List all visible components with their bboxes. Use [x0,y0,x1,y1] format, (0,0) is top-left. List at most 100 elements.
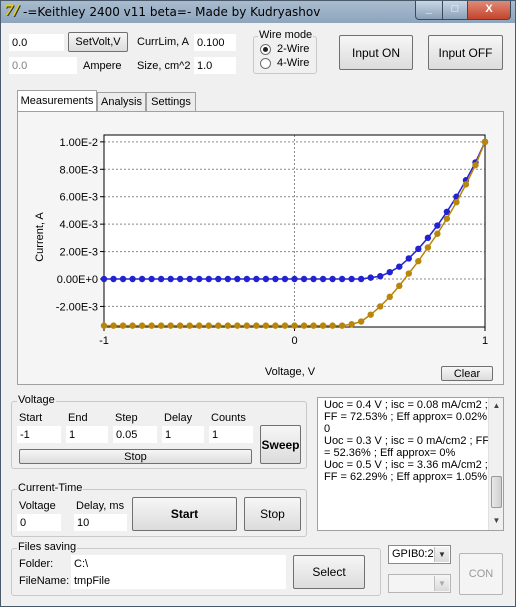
setvolt-button[interactable]: SetVolt,V [68,32,128,52]
data-point [434,222,441,229]
data-point [291,322,298,329]
input-on-button[interactable]: Input ON [339,35,413,70]
x-tick-label: 0 [291,335,297,347]
data-point [129,322,136,329]
ct-delay-input[interactable] [74,514,127,531]
set-voltage-input[interactable] [9,34,64,51]
ct-delay-label: Delay, ms [76,500,125,512]
client-area: SetVolt,V CurrLim, A Ampere Size, cm^2 W… [7,23,511,602]
log-scrollbar[interactable]: ▲ ▼ [488,398,503,530]
measured-current-field [9,57,77,74]
step-label: Step [115,412,138,424]
data-point [453,199,460,206]
y-tick-label: -2.00E-3 [56,301,98,313]
data-point [272,275,279,283]
data-point [291,275,298,283]
chevron-down-icon: ▼ [434,547,449,562]
data-point [300,322,308,329]
y-tick-label: 1.00E-2 [59,137,98,149]
y-tick-label: 6.00E-3 [59,192,98,204]
y-tick-label: 0.00E+0 [57,274,98,286]
wire-2-radio[interactable] [260,44,271,55]
files-saving-title: Files saving [17,541,78,553]
data-point [415,257,422,265]
results-log[interactable]: Uoc = 0.4 V ; isc = 0.08 mA/cm2 ; FF = 7… [317,397,504,531]
folder-label: Folder: [19,558,54,570]
data-point [119,275,127,283]
data-point [357,318,365,325]
data-point [415,245,422,253]
sweep-button[interactable]: Sweep [260,425,301,464]
data-point [148,275,155,283]
data-point [157,275,165,283]
scroll-thumb[interactable] [491,476,502,508]
clear-button[interactable]: Clear [441,366,493,381]
data-point [310,275,317,283]
data-point [167,275,174,283]
data-point [329,275,336,283]
close-button[interactable]: X [467,1,511,20]
data-point [396,282,403,290]
data-point [329,322,336,329]
tab-analysis[interactable]: Analysis [97,92,146,111]
data-point [319,275,327,283]
data-point [110,322,117,329]
secondary-select[interactable]: ▼ [388,574,451,593]
ct-stop-button[interactable]: Stop [244,497,301,531]
data-point [157,322,165,329]
data-point [262,322,270,329]
x-tick-label: -1 [99,335,109,347]
data-point [205,322,212,329]
sweep-stop-button[interactable]: Stop [19,449,252,464]
sweep-delay-input[interactable] [162,426,204,443]
data-point [281,275,289,283]
ct-start-button[interactable]: Start [132,497,237,531]
files-saving-group [11,548,381,596]
data-point [348,321,355,328]
wire-mode-title: Wire mode [258,29,314,41]
data-point [138,275,146,283]
title-bar[interactable]: 7/ -=Keithley 2400 v11 beta=- Made by Ku… [1,1,515,23]
scroll-up-icon[interactable]: ▲ [492,401,501,410]
data-point [177,275,184,283]
connect-button[interactable]: CON [459,553,503,595]
iv-chart: 1.00E-2 8.00E-3 6.00E-3 4.00E-3 2.00E-3 0.00E… [34,134,489,378]
filename-input[interactable] [71,572,286,589]
data-point [424,244,432,251]
data-point [138,322,146,329]
sweep-counts-input[interactable] [209,426,253,443]
sweep-step-input[interactable] [113,426,157,443]
ct-voltage-input[interactable] [17,514,61,531]
tab-settings[interactable]: Settings [146,92,196,111]
tab-measurements[interactable]: Measurements [17,90,97,111]
gpib-select[interactable]: GPIB0:2 ▼ [388,545,451,564]
data-point [186,275,193,283]
wire-4-radio[interactable] [260,58,271,69]
currlim-input[interactable] [194,34,236,51]
data-point [319,322,327,329]
sweep-end-input[interactable] [66,426,108,443]
input-off-button[interactable]: Input OFF [428,35,503,70]
data-point [377,273,384,280]
data-point [405,270,412,277]
size-input[interactable] [194,57,236,74]
scroll-down-icon[interactable]: ▼ [492,516,501,525]
data-point [100,322,108,329]
data-point [253,322,260,329]
end-label: End [68,412,88,424]
folder-input[interactable] [71,555,286,572]
data-point [167,322,174,329]
ct-voltage-label: Voltage [19,500,56,512]
data-point [434,230,441,237]
data-point [443,215,451,222]
data-point [224,275,232,283]
select-folder-button[interactable]: Select [293,555,365,589]
sweep-start-input[interactable] [17,426,61,443]
minimize-button[interactable]: _ [415,1,443,20]
data-point [281,322,289,329]
data-point [119,322,127,329]
maximize-button[interactable]: □ [442,1,468,20]
data-point [386,268,393,276]
voltage-group [11,401,307,469]
